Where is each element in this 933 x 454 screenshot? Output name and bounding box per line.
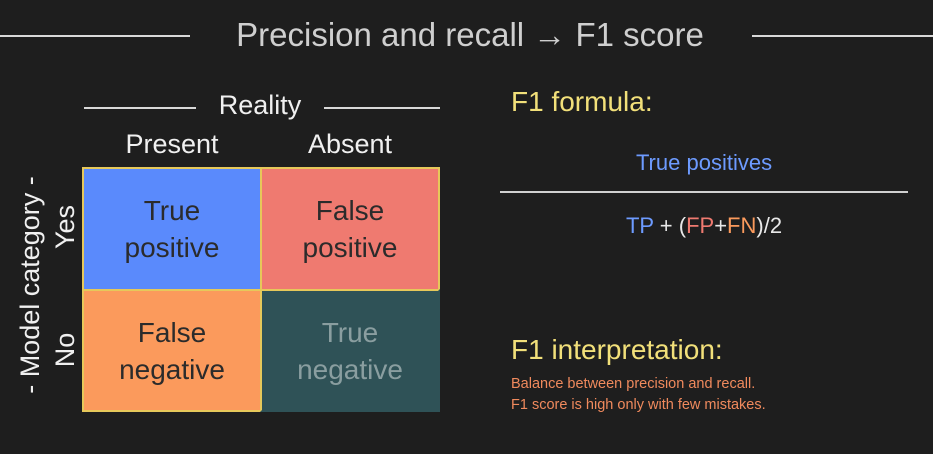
- cell-fp-line2: positive: [302, 232, 398, 263]
- cell-fn-line1: False: [137, 316, 207, 348]
- denominator-plus-open: + (: [653, 213, 687, 238]
- column-header-present: Present: [125, 129, 219, 159]
- cell-true-positive: True positive: [82, 167, 262, 291]
- column-header-absent: Absent: [307, 129, 393, 159]
- row-group-label: - Model category -: [15, 176, 45, 394]
- cell-fn-line2: negative: [119, 353, 225, 385]
- formula-title: F1 formula:: [511, 86, 653, 117]
- interpretation-line: Balance between precision and recall.: [511, 376, 756, 392]
- column-group-label: Reality: [218, 90, 302, 120]
- reality-rule-left: [84, 107, 196, 109]
- denominator-close: )/2: [756, 213, 783, 238]
- cell-true-negative: True negative: [260, 289, 440, 412]
- cell-tp-line2: positive: [124, 232, 220, 263]
- reality-rule-right: [324, 107, 440, 109]
- denominator-fp: FP: [686, 213, 715, 238]
- interpretation-title: F1 interpretation:: [511, 334, 723, 365]
- confusion-matrix: True positive False positive False negat…: [82, 167, 440, 412]
- interpretation-line: F1 score is high only with few mistakes.: [511, 397, 766, 413]
- cell-tn-line1: True: [321, 316, 379, 348]
- denominator-plus: +: [714, 213, 728, 238]
- title-bar: Precision and recall → F1 score: [0, 10, 933, 60]
- cell-false-positive: False positive: [260, 167, 440, 291]
- formula-numerator: True positives: [635, 150, 773, 175]
- row-header-yes: Yes: [50, 204, 80, 250]
- formula-denominator: TP + (FP+FN)/2: [500, 213, 908, 239]
- denominator-fn: FN: [727, 213, 757, 238]
- cell-tp-line1: True: [143, 195, 201, 226]
- slide-title: Precision and recall → F1 score: [236, 16, 704, 53]
- row-header-no: No: [50, 332, 80, 368]
- fraction-bar: [500, 191, 908, 193]
- title-rule-right: [752, 35, 933, 37]
- cell-tn-line2: negative: [297, 353, 403, 385]
- column-group-header: Reality: [84, 90, 440, 124]
- cell-fp-line1: False: [315, 195, 385, 226]
- title-rule-left: [0, 35, 190, 37]
- denominator-tp: TP: [625, 213, 654, 238]
- cell-false-negative: False negative: [82, 289, 262, 412]
